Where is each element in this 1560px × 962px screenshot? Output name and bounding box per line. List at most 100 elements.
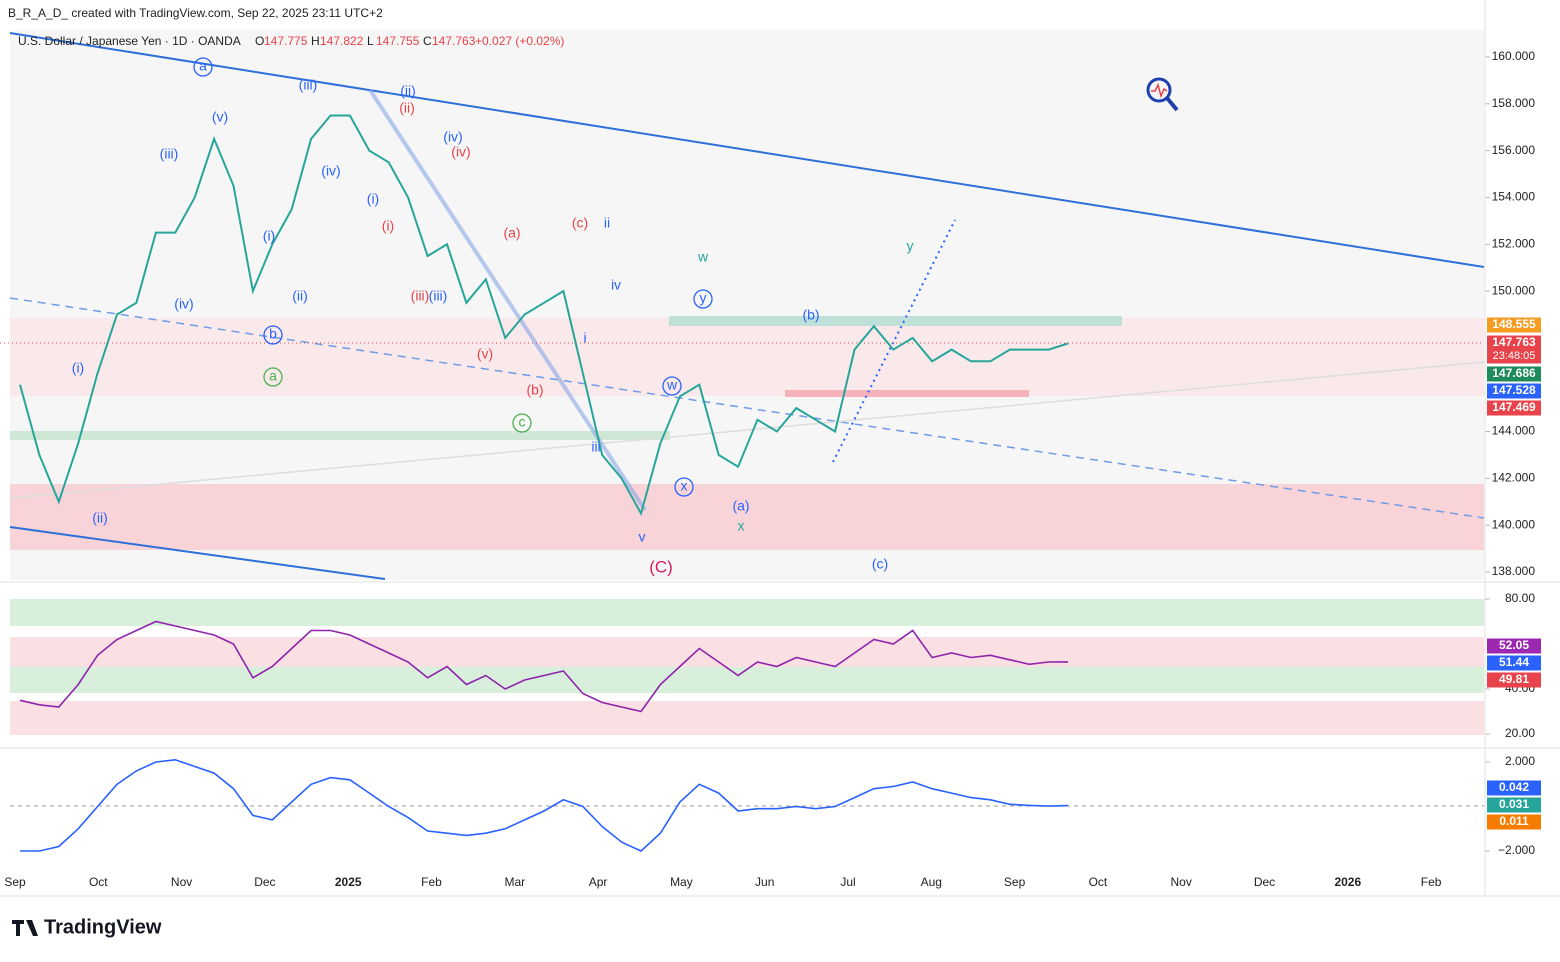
price-tag-label: 0.042 [1499,780,1529,794]
wave-label: (v) [212,109,228,125]
wave-label: (iii) [160,146,179,162]
y-tick-label: 154.000 [1492,190,1536,204]
symbol: U.S. Dollar / Japanese Yen · 1D · OANDA [18,34,241,48]
y-tick-label: 142.000 [1492,471,1536,485]
x-tick-label: Feb [421,875,442,889]
wave-label: (iv) [443,129,462,145]
wave-circle [662,376,682,396]
search-icon [1146,77,1179,112]
y-tick-label: 140.000 [1492,517,1536,531]
y-tick-label: 158.000 [1492,96,1536,110]
price-tag-label: 0.031 [1499,797,1529,811]
ohlc-value: 147.755 [376,34,420,48]
credit: B_R_A_D_ created with TradingView.com, S… [8,6,383,20]
change: +0.027 (+0.02%) [475,34,564,48]
wave-label: (C) [649,557,673,576]
trendline [9,526,386,580]
zone [10,599,1484,626]
x-tick-label: Aug [921,875,942,889]
wave-label: (v) [477,346,493,362]
wave-label: (i) [367,191,379,207]
ohlc: O 147.775 H 147.822 L 147.755 C 147.763 +0.027 (… [255,34,564,48]
x-tick-label: 2025 [335,875,362,889]
wave-label: a [199,58,207,74]
ohlc-key: L [367,34,374,48]
x-tick-label: Sep [1004,875,1026,889]
x-tick-label: Dec [254,875,275,889]
wave-label: (ii) [399,100,415,116]
wave-label: (ii) [400,83,416,99]
ohlc-value: 147.822 [320,34,364,48]
price-tag [1487,672,1541,688]
price-tag-label: 147.528 [1492,383,1536,397]
price-tag [1487,335,1541,364]
x-tick-label: Jun [755,875,774,889]
wave-label: (ii) [292,288,308,304]
y-tick-label: 152.000 [1492,236,1536,250]
price-tag [1487,814,1541,830]
wave-label: w [666,377,678,393]
x-tick-label: Nov [1171,875,1192,889]
wave-label: (c) [872,556,888,572]
x-tick-label: Jul [840,875,855,889]
wave-label: iii [591,439,600,455]
wave-label: iv [611,277,621,293]
price-tag [1487,383,1541,399]
zone [10,484,1484,550]
wave-label: w [697,249,709,265]
x-tick-label: Mar [504,875,525,889]
x-tick-label: Dec [1254,875,1275,889]
indicator-line [19,620,1069,713]
wave-label: c [519,414,526,430]
wave-label: x [681,478,688,494]
wave-label: (iii) [429,288,448,304]
zone [10,637,1484,667]
price-tag-label: 147.686 [1492,366,1536,380]
ohlc-key: O [255,34,264,48]
x-tick-label: Sep [4,875,26,889]
x-tick-label: Apr [589,875,608,889]
wave-label: (iv) [321,163,340,179]
x-tick-label: May [670,875,693,889]
wave-label: (c) [572,215,588,231]
price-tag-label: 147.469 [1492,400,1536,414]
wave-label: (iv) [174,296,193,312]
zone [10,318,1484,396]
y-tick-label: 144.000 [1492,424,1536,438]
wave-label: (b) [526,382,543,398]
ohlc-value: 147.775 [264,34,308,48]
ohlc-value: 147.763 [432,34,476,48]
price-tag [1487,780,1541,796]
wave-label: (a) [503,225,520,241]
zone [669,316,1122,326]
y-tick-label: 2.000 [1505,754,1535,768]
wave-label: (iv) [451,144,470,160]
countdown: 23:48:05 [1493,350,1536,362]
wave-label: (iii) [411,288,430,304]
wave-label: x [738,518,745,534]
zone [10,431,670,440]
price-tag [1487,797,1541,813]
x-tick-label: Oct [89,875,108,889]
x-tick-label: Nov [171,875,192,889]
y-tick-label: 138.000 [1492,564,1536,578]
wave-label: y [700,290,707,306]
logo-mark [12,920,38,936]
x-tick-label: Oct [1089,875,1108,889]
y-tick-label: 80.00 [1505,591,1535,605]
wave-label: a [269,368,277,384]
price-tag [1487,366,1541,382]
y-tick-label: 20.00 [1505,726,1535,740]
ohlc-key: H [311,34,320,48]
price-tag [1487,400,1541,416]
wave-label: b [269,326,277,342]
wave-label: (ii) [92,510,108,526]
wave-label: ii [604,215,610,231]
wave-circle [263,325,283,345]
price-tag-label: 51.44 [1499,655,1529,669]
brand: TradingView [44,916,162,938]
wave-label: (i) [382,218,394,234]
price-line [19,114,1069,517]
ohlc-key: C [423,34,432,48]
